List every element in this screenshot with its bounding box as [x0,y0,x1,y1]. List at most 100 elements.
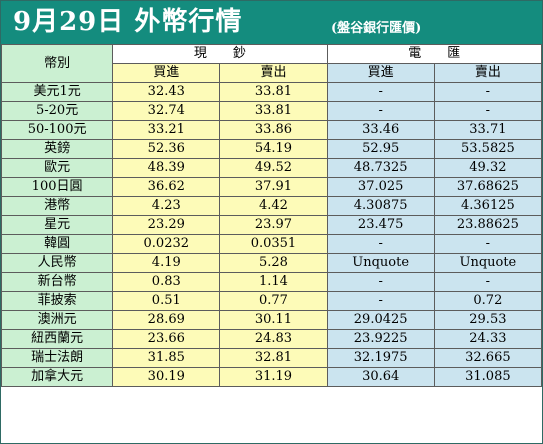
cash-sell-cell: 0.0351 [219,234,328,254]
cash-sell-cell: 0.77 [219,291,328,311]
cash-sell-cell: 33.86 [219,120,328,140]
cash-buy-cell: 4.23 [112,196,221,216]
table-row: 5-20元 32.74 33.81- - [0,101,543,121]
cash-sell-cell: 5.28 [219,253,328,273]
cash-buy-cell: 36.62 [112,177,221,197]
tt-buy-cell: 33.46 [326,120,435,140]
cash-buy-cell: 23.66 [112,329,221,349]
currency-name-cell: 人民幣 [0,253,114,273]
source-note: (盤谷銀行匯價) [331,21,422,36]
tt-buy-cell: - [326,291,435,311]
cash-buy-cell: 48.39 [112,158,221,178]
tt-buy-cell: 48.7325 [326,158,435,178]
table-row: 100日圓 36.62 37.91 37.025 37.68625 [0,177,543,197]
tt-sell-cell: - [433,234,543,254]
table-row: 港幣 4.23 4.42 4.30875 4.36125 [0,196,543,216]
cash-sell-cell: 54.19 [219,139,328,159]
page-title: 9月29日 外幣行情 [13,7,243,37]
tt-buy-cell: 23.475 [326,215,435,235]
currency-name-cell: 菲披索 [0,291,114,311]
cash-buy-cell: 32.43 [112,82,221,102]
cash-buy-cell: 0.83 [112,272,221,292]
tt-sell-header: 賣出 [433,63,543,83]
currency-name-cell: 韓圓 [0,234,114,254]
tt-sell-cell: 24.33 [433,329,543,349]
tt-sell-cell: 29.53 [433,310,543,330]
tt-buy-cell: Unquote [326,253,435,273]
cash-buy-cell: 0.0232 [112,234,221,254]
tt-buy-cell: - [326,82,435,102]
cash-sell-cell: 4.42 [219,196,328,216]
table-row: 美元1元 32.43 33.81- - [0,82,543,102]
tt-buy-cell: - [326,234,435,254]
cash-group-header: 現 鈔 [112,44,328,64]
currency-name-cell: 100日圓 [0,177,114,197]
tt-sell-cell: 0.72 [433,291,543,311]
tt-buy-cell: 29.0425 [326,310,435,330]
tt-buy-cell: 52.95 [326,139,435,159]
tt-buy-cell: - [326,101,435,121]
currency-name-cell: 英鎊 [0,139,114,159]
table-row: 韓圓 0.0232 0.0351- - [0,234,543,254]
cash-buy-cell: 4.19 [112,253,221,273]
tt-sell-cell: 53.5825 [433,139,543,159]
cash-sell-cell: 32.81 [219,348,328,368]
rates-body: 美元1元 32.43 33.81- -5-20元 32.74 33.81- -50-100元… [0,82,543,387]
tt-sell-cell: Unquote [433,253,543,273]
currency-name-cell: 澳洲元 [0,310,114,330]
telegraphic-group-header: 電 匯 [326,44,543,64]
currency-name-cell: 港幣 [0,196,114,216]
cash-sell-cell: 23.97 [219,215,328,235]
table-row: 菲披索 0.51 0.77-0.72 [0,291,543,311]
table-row: 新台幣 0.83 1.14- - [0,272,543,292]
tt-buy-cell: 37.025 [326,177,435,197]
cash-sell-cell: 30.11 [219,310,328,330]
currency-name-cell: 50-100元 [0,120,114,140]
table-row: 人民幣 4.19 5.28 Unquote Unquote [0,253,543,273]
tt-sell-cell: 33.71 [433,120,543,140]
tt-sell-cell: 32.665 [433,348,543,368]
sub-header-row: 買進 賣出 買進 賣出 [2,63,543,83]
cash-sell-cell: 24.83 [219,329,328,349]
tt-buy-cell: 30.64 [326,367,435,387]
cash-sell-cell: 33.81 [219,101,328,121]
cash-buy-cell: 23.29 [112,215,221,235]
tt-sell-cell: 37.68625 [433,177,543,197]
currency-column-header: 幣別 [0,44,114,83]
cash-buy-cell: 30.19 [112,367,221,387]
tt-buy-cell: 32.1975 [326,348,435,368]
cash-buy-cell: 28.69 [112,310,221,330]
tt-sell-cell: 49.32 [433,158,543,178]
cash-sell-cell: 1.14 [219,272,328,292]
table-row: 歐元 48.39 49.52 48.7325 49.32 [0,158,543,178]
tt-buy-header: 買進 [326,63,435,83]
table-row: 加拿大元 30.19 31.19 30.64 31.085 [0,367,543,387]
cash-sell-cell: 33.81 [219,82,328,102]
currency-name-cell: 加拿大元 [0,367,114,387]
title-banner: 9月29日 外幣行情 (盤谷銀行匯價) [1,1,542,44]
group-header-row: 幣別 現 鈔 電 匯 [0,44,543,83]
cash-buy-cell: 32.74 [112,101,221,121]
tt-buy-cell: - [326,272,435,292]
tt-sell-cell: - [433,272,543,292]
currency-name-cell: 5-20元 [0,101,114,121]
currency-name-cell: 紐西蘭元 [0,329,114,349]
currency-name-cell: 瑞士法朗 [0,348,114,368]
table-row: 50-100元 33.21 33.86 33.46 33.71 [0,120,543,140]
currency-name-cell: 美元1元 [0,82,114,102]
table-row: 澳洲元 28.69 30.11 29.0425 29.53 [0,310,543,330]
cash-buy-cell: 0.51 [112,291,221,311]
table-row: 英鎊 52.36 54.19 52.95 53.5825 [0,139,543,159]
cash-sell-header: 賣出 [219,63,328,83]
tt-buy-cell: 23.9225 [326,329,435,349]
tt-sell-cell: 23.88625 [433,215,543,235]
tt-sell-cell: 4.36125 [433,196,543,216]
table-row: 星元 23.29 23.97 23.475 23.88625 [0,215,543,235]
tt-sell-cell: - [433,101,543,121]
tt-buy-cell: 4.30875 [326,196,435,216]
currency-name-cell: 歐元 [0,158,114,178]
cash-sell-cell: 37.91 [219,177,328,197]
cash-sell-cell: 49.52 [219,158,328,178]
rates-table: 幣別 現 鈔 電 匯 買進 賣出 買進 賣出 美元1元 32.43 33.81- -5… [0,44,543,387]
